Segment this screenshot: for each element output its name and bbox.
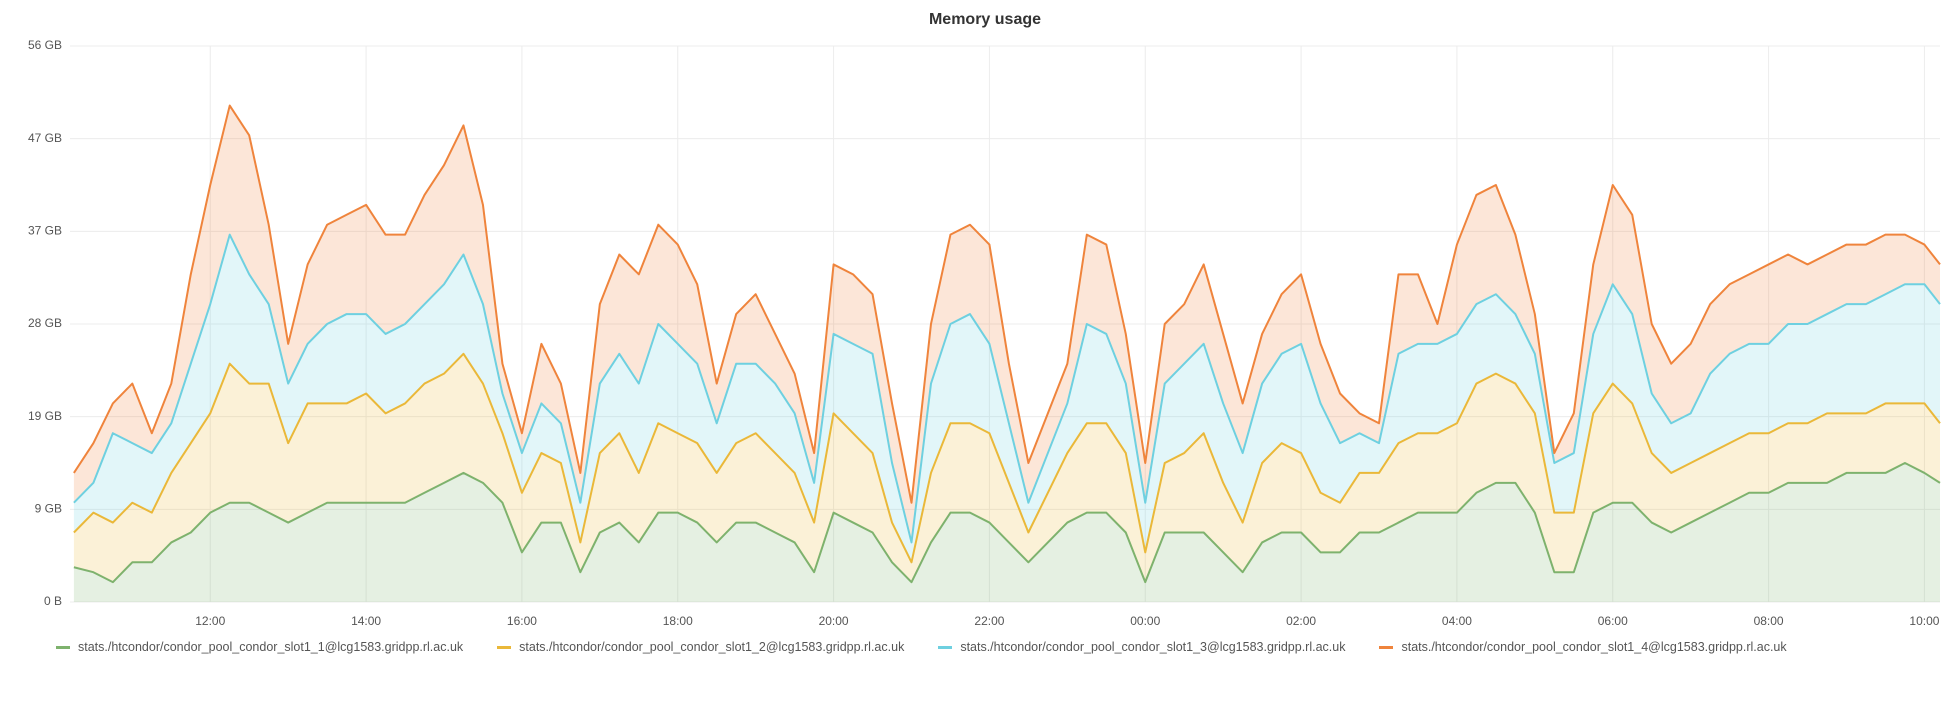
- x-tick-label: 00:00: [1130, 614, 1160, 628]
- legend-label: stats./htcondor/condor_pool_condor_slot1…: [960, 640, 1346, 654]
- area: [73, 234, 1940, 563]
- series-line: [73, 233, 1941, 544]
- legend-entry[interactable]: stats./htcondor/condor_pool_condor_slot1…: [56, 640, 463, 654]
- legend-entry[interactable]: stats./htcondor/condor_pool_condor_slot1…: [938, 640, 1345, 654]
- x-tick-label: 14:00: [351, 614, 381, 628]
- x-tick-label: 04:00: [1442, 614, 1472, 628]
- legend-swatch: [1379, 645, 1394, 649]
- legend-label: stats./htcondor/condor_pool_condor_slot1…: [1401, 640, 1787, 654]
- area: [73, 463, 1940, 602]
- legend-entry[interactable]: stats./htcondor/condor_pool_condor_slot1…: [1379, 640, 1787, 654]
- x-tick-label: 22:00: [974, 614, 1004, 628]
- grid: [70, 45, 1940, 603]
- area: [73, 353, 1940, 583]
- y-tick-label: 19 GB: [28, 409, 62, 423]
- series-line: [73, 462, 1941, 584]
- y-tick-label: 28 GB: [28, 316, 62, 330]
- legend-label: stats./htcondor/condor_pool_condor_slot1…: [78, 640, 464, 654]
- chart: Memory usage 0 B 9 GB 19 GB 28 GB 37 GB 47 GB…: [28, 11, 1941, 628]
- x-tick-label: 02:00: [1286, 614, 1316, 628]
- legend-swatch: [938, 645, 953, 649]
- legend-entry[interactable]: stats./htcondor/condor_pool_condor_slot1…: [497, 640, 904, 654]
- x-tick-label: 10:00: [1909, 614, 1939, 628]
- series-line: [73, 104, 1941, 504]
- legend: stats./htcondor/condor_pool_condor_slot1…: [56, 640, 1951, 654]
- x-tick-label: 12:00: [195, 614, 225, 628]
- legend-label: stats./htcondor/condor_pool_condor_slot1…: [519, 640, 905, 654]
- series-line: [73, 352, 1941, 564]
- x-tick-label: 18:00: [663, 614, 693, 628]
- y-tick-label: 47 GB: [28, 131, 62, 145]
- y-tick-label: 0 B: [44, 594, 62, 608]
- chart-title: Memory usage: [929, 11, 1041, 28]
- legend-swatch: [497, 645, 512, 649]
- x-tick-label: 20:00: [819, 614, 849, 628]
- legend-swatch: [56, 645, 70, 649]
- y-tick-label: 9 GB: [35, 502, 62, 516]
- x-tick-label: 16:00: [507, 614, 537, 628]
- x-tick-label: 08:00: [1754, 614, 1784, 628]
- area: [73, 105, 1940, 543]
- x-tick-label: 06:00: [1598, 614, 1628, 628]
- y-tick-label: 56 GB: [28, 38, 62, 52]
- y-tick-label: 37 GB: [28, 224, 62, 238]
